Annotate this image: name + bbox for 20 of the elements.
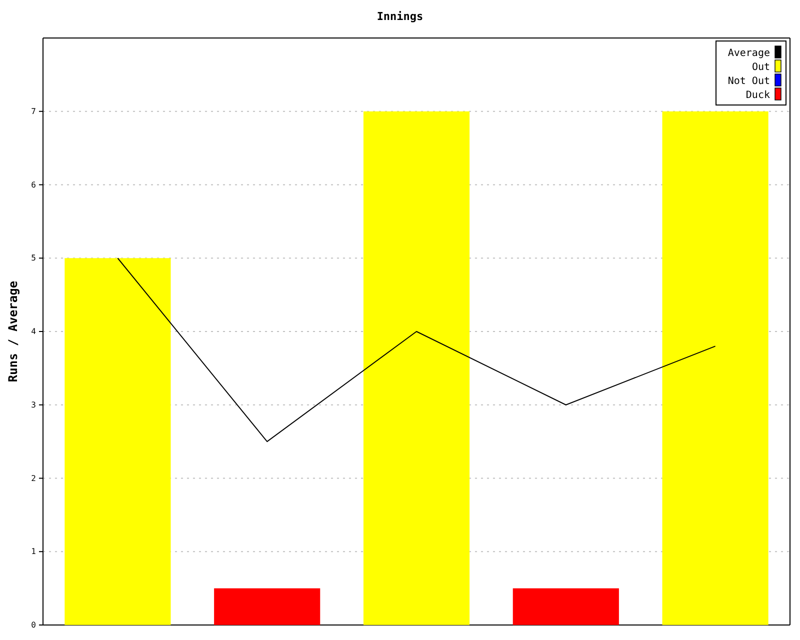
legend-label: Average <box>728 48 770 59</box>
y-tick-label: 6 <box>31 180 36 190</box>
y-tick-label: 5 <box>31 254 36 263</box>
bar <box>363 111 470 625</box>
y-tick-label: 1 <box>31 547 36 556</box>
bar <box>214 588 320 625</box>
y-tick-label: 0 <box>31 620 36 630</box>
chart-title: Innings <box>376 10 424 23</box>
legend-label: Not Out <box>728 76 770 87</box>
bar <box>64 258 171 625</box>
y-tick-label: 3 <box>31 400 36 410</box>
bar <box>662 111 768 625</box>
y-axis-title: Runs / Average <box>6 280 20 382</box>
y-tick-label: 7 <box>31 106 36 116</box>
bar <box>512 588 619 625</box>
line-series <box>117 258 716 442</box>
y-tick-label: 4 <box>31 327 36 336</box>
y-tick-label: 2 <box>31 474 36 483</box>
legend-label: Duck <box>746 90 770 101</box>
legend-label: Out <box>752 62 770 73</box>
